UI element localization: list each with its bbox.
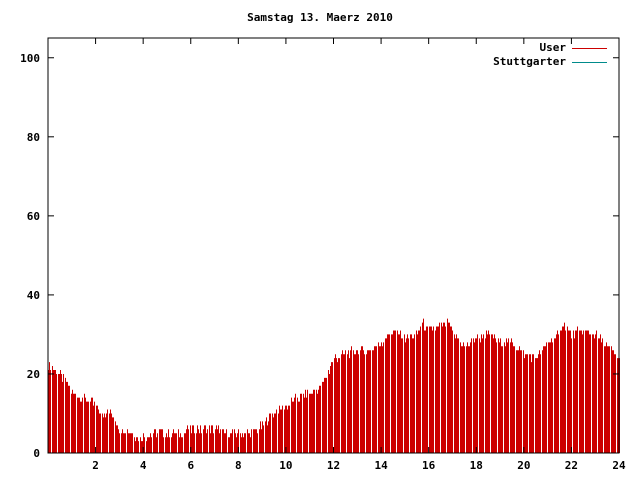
x-tick-label: 10 xyxy=(279,459,292,472)
x-tick-label: 14 xyxy=(374,459,388,472)
x-tick-label: 24 xyxy=(612,459,626,472)
y-tick-label: 60 xyxy=(27,210,40,223)
x-tick-label: 2 xyxy=(92,459,99,472)
x-tick-label: 8 xyxy=(235,459,242,472)
y-tick-label: 100 xyxy=(20,52,40,65)
bars-user xyxy=(48,318,620,453)
y-tick-label: 20 xyxy=(27,368,40,381)
legend-line-stuttgarter xyxy=(572,62,607,63)
legend-line-user xyxy=(572,48,607,49)
x-tick-label: 16 xyxy=(422,459,436,472)
chart-title: Samstag 13. Maerz 2010 xyxy=(247,11,393,24)
y-tick-label: 80 xyxy=(27,131,40,144)
y-tick-label: 40 xyxy=(27,289,40,302)
x-tick-label: 20 xyxy=(517,459,530,472)
x-tick-label: 6 xyxy=(187,459,194,472)
x-tick-label: 18 xyxy=(470,459,483,472)
legend-label-stuttgarter: Stuttgarter xyxy=(493,55,566,68)
y-tick-label: 0 xyxy=(33,447,40,460)
x-tick-label: 4 xyxy=(140,459,147,472)
x-tick-label: 12 xyxy=(327,459,340,472)
legend-label-user: User xyxy=(539,41,567,54)
x-tick-label: 22 xyxy=(565,459,578,472)
